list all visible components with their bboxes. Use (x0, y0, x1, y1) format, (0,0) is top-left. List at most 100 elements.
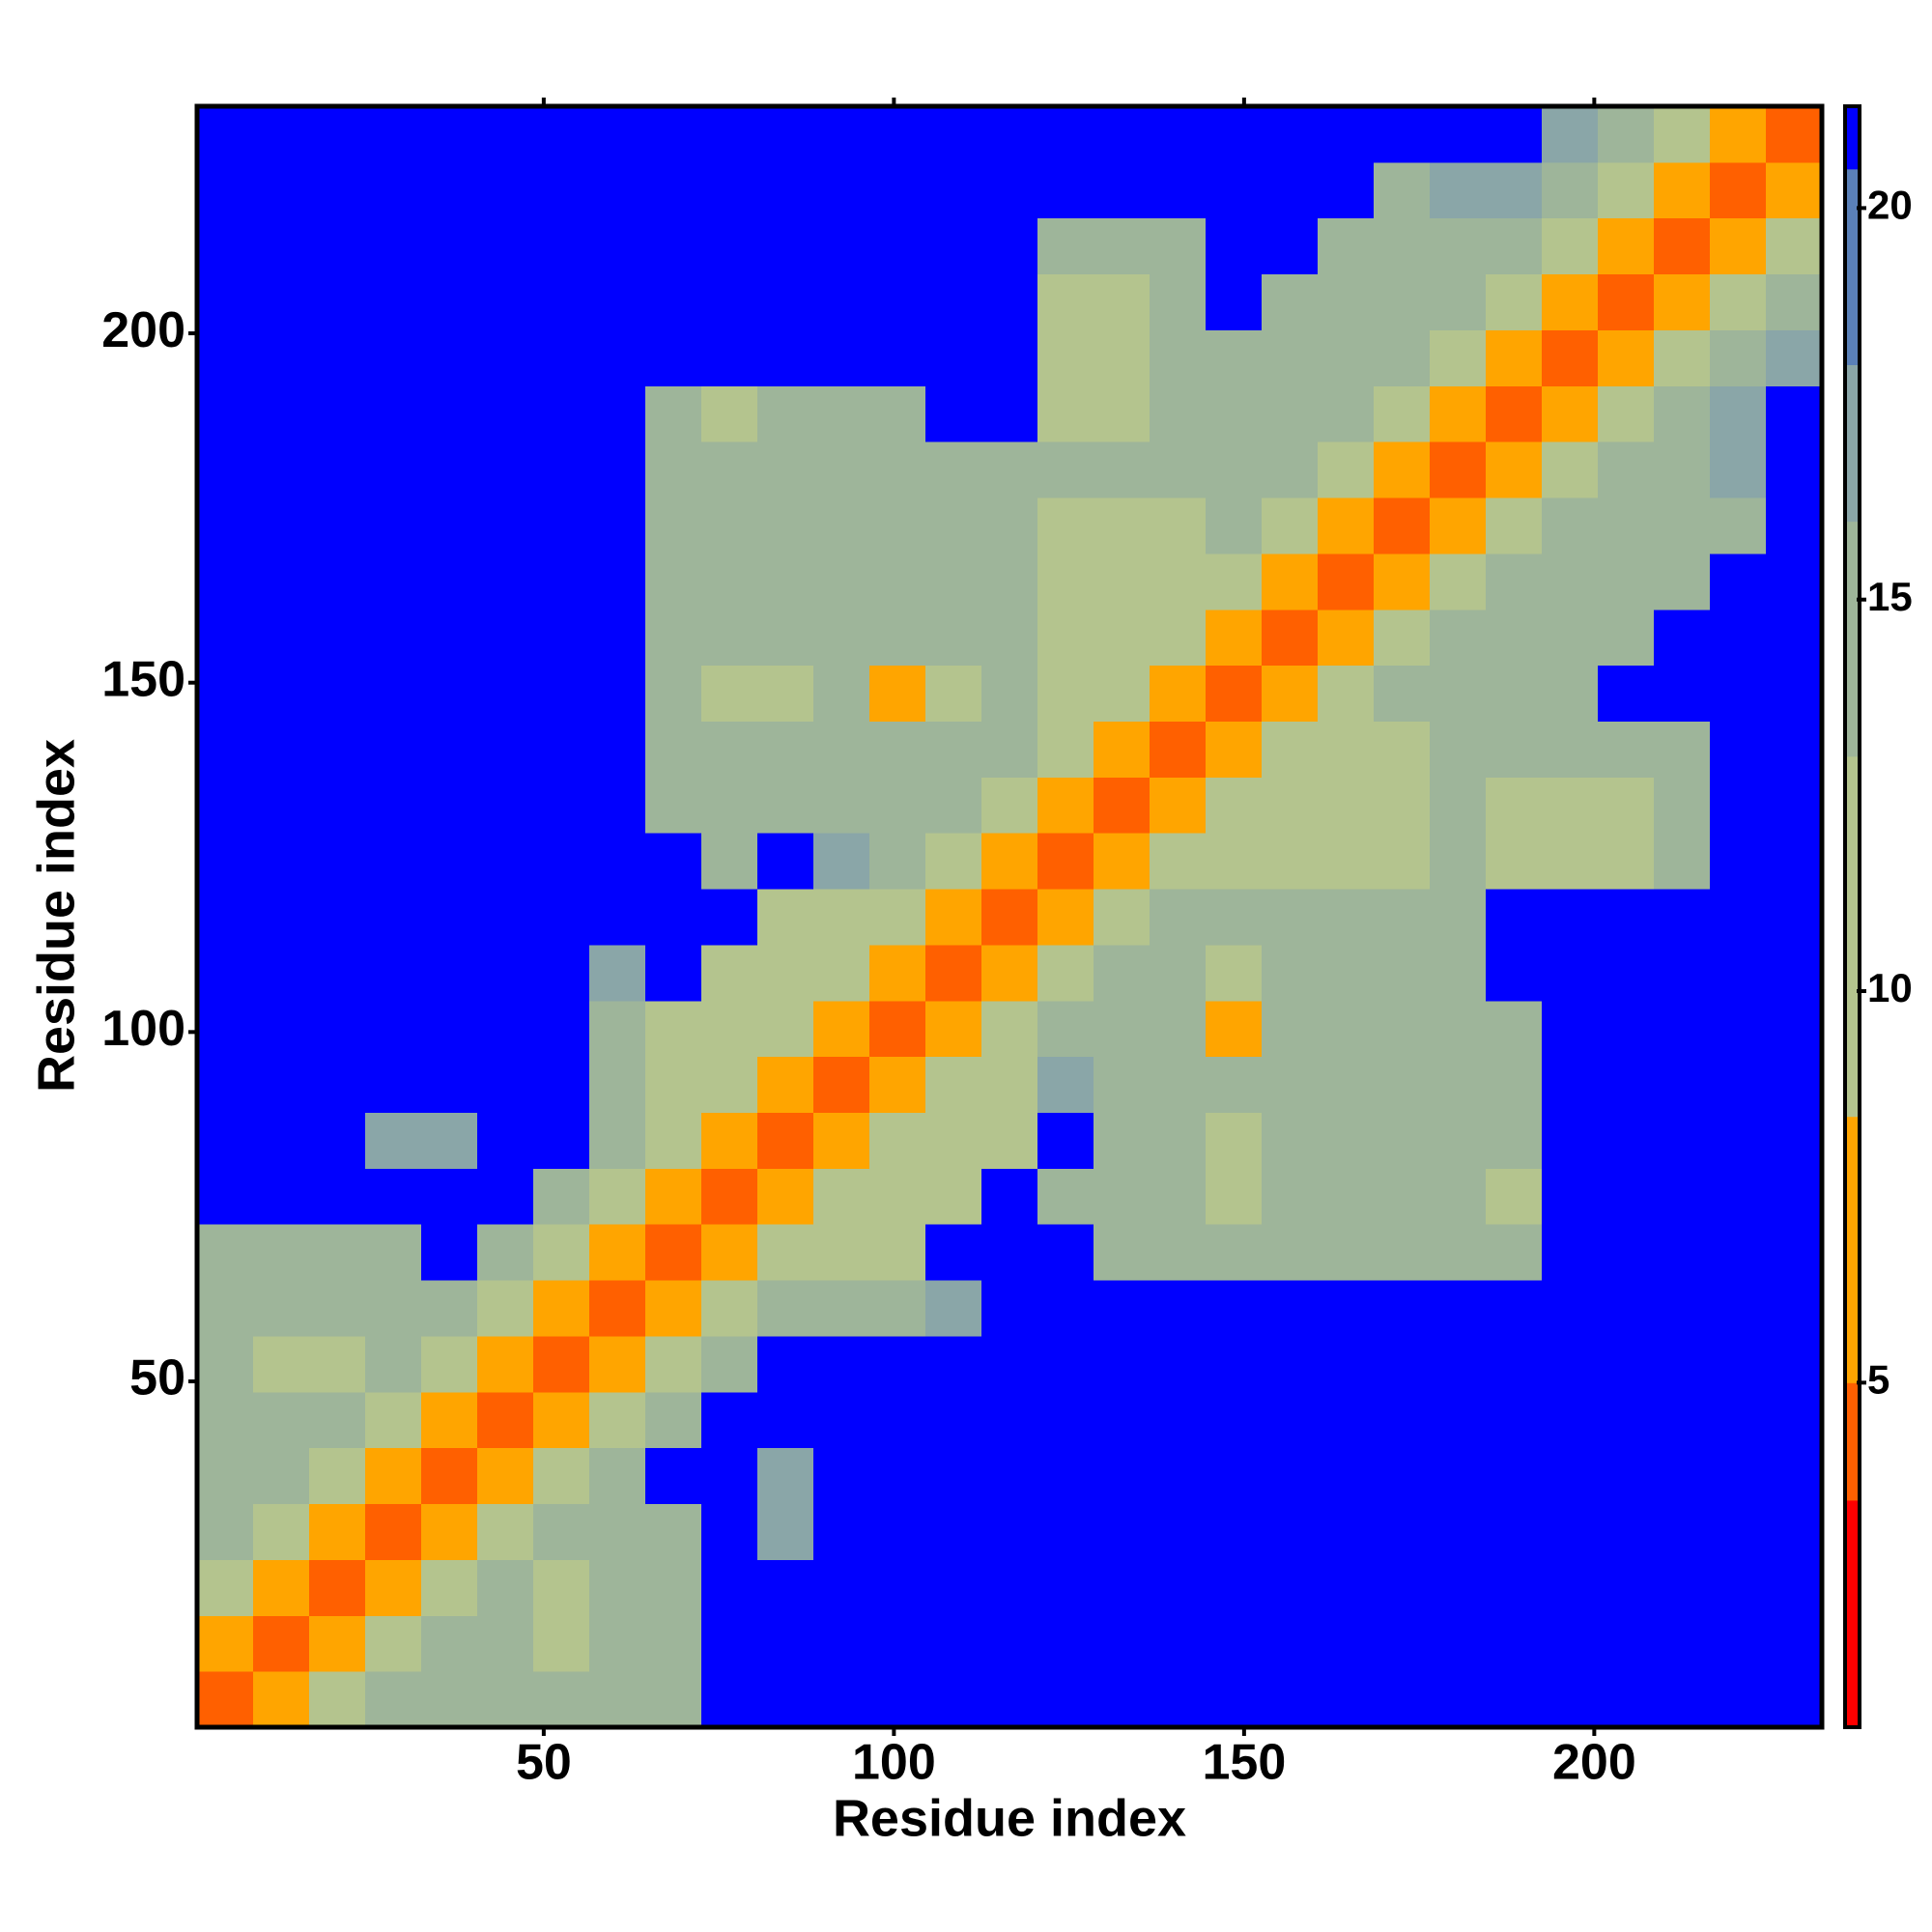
cell (309, 1447, 366, 1505)
cell (1150, 609, 1207, 667)
cell (981, 1391, 1038, 1449)
cell (1037, 1112, 1094, 1169)
cell (1598, 777, 1655, 834)
cell (1710, 665, 1767, 722)
cell (1710, 889, 1767, 946)
cell (1654, 944, 1711, 1002)
cell (1766, 609, 1823, 667)
cell (1374, 217, 1431, 275)
cell (1206, 609, 1263, 667)
cell (869, 1056, 926, 1114)
cell (645, 1559, 702, 1616)
cell (1598, 1168, 1655, 1225)
cell (1542, 1056, 1599, 1114)
cell (1206, 553, 1263, 611)
cell (1374, 1112, 1431, 1169)
cell (1037, 833, 1094, 890)
cell (813, 553, 870, 611)
cell (1262, 1280, 1319, 1337)
cell (1094, 1671, 1151, 1728)
cell (1654, 721, 1711, 778)
cell (589, 1168, 646, 1225)
cell (1766, 385, 1823, 442)
cell (197, 665, 254, 722)
cell (869, 833, 926, 890)
cell (1598, 1671, 1655, 1728)
cell (757, 329, 814, 386)
cell (197, 721, 254, 778)
cell (197, 944, 254, 1002)
cell (421, 1224, 478, 1281)
cell (757, 1224, 814, 1281)
cell (1150, 161, 1207, 219)
cell (421, 1503, 478, 1560)
cell (1654, 1503, 1711, 1560)
cell (1037, 1391, 1094, 1449)
cell (421, 1056, 478, 1114)
cell (309, 1112, 366, 1169)
cell (1150, 889, 1207, 946)
cell (981, 106, 1038, 163)
cell (757, 553, 814, 611)
cell (365, 1056, 422, 1114)
cell (1094, 1056, 1151, 1114)
cell (1542, 1168, 1599, 1225)
cell (309, 441, 366, 498)
cell (1486, 1056, 1543, 1114)
cell (365, 1447, 422, 1505)
x-tick-label: 150 (1202, 1735, 1286, 1791)
cell (1654, 553, 1711, 611)
cell (981, 441, 1038, 498)
cell (1430, 1671, 1487, 1728)
cell (869, 777, 926, 834)
cell (1206, 833, 1263, 890)
cell (477, 721, 534, 778)
cell (1542, 273, 1599, 330)
cell (253, 833, 310, 890)
cell (1598, 1112, 1655, 1169)
cell (309, 1559, 366, 1616)
cell (421, 1112, 478, 1169)
cell (253, 1503, 310, 1560)
cell (701, 609, 758, 667)
cell (645, 833, 702, 890)
cell (757, 944, 814, 1002)
cell (533, 1559, 590, 1616)
cell (365, 1224, 422, 1281)
cell (197, 1335, 254, 1393)
cell (1766, 1224, 1823, 1281)
cell (701, 161, 758, 219)
cell (1374, 1056, 1431, 1114)
cell (1766, 106, 1823, 163)
cell (1430, 1224, 1487, 1281)
cell (365, 889, 422, 946)
cell (589, 1559, 646, 1616)
cell (421, 1168, 478, 1225)
cell (1150, 553, 1207, 611)
cell (533, 889, 590, 946)
cell (421, 497, 478, 554)
cell (421, 1447, 478, 1505)
cell (197, 1056, 254, 1114)
cell (1654, 1335, 1711, 1393)
cell (1710, 217, 1767, 275)
cell (1598, 385, 1655, 442)
cell (365, 1671, 422, 1728)
cell (1374, 329, 1431, 386)
cell (1430, 944, 1487, 1002)
cell (1206, 1671, 1263, 1728)
cell (253, 329, 310, 386)
cell (981, 721, 1038, 778)
cell (197, 385, 254, 442)
cell (589, 1503, 646, 1560)
cell (1374, 1615, 1431, 1672)
cell (1542, 721, 1599, 778)
cell (477, 1000, 534, 1058)
cell (477, 944, 534, 1002)
cell (197, 1280, 254, 1337)
cell (1654, 609, 1711, 667)
cell (869, 1559, 926, 1616)
cell (1486, 833, 1543, 890)
cell (757, 777, 814, 834)
cell (757, 1559, 814, 1616)
